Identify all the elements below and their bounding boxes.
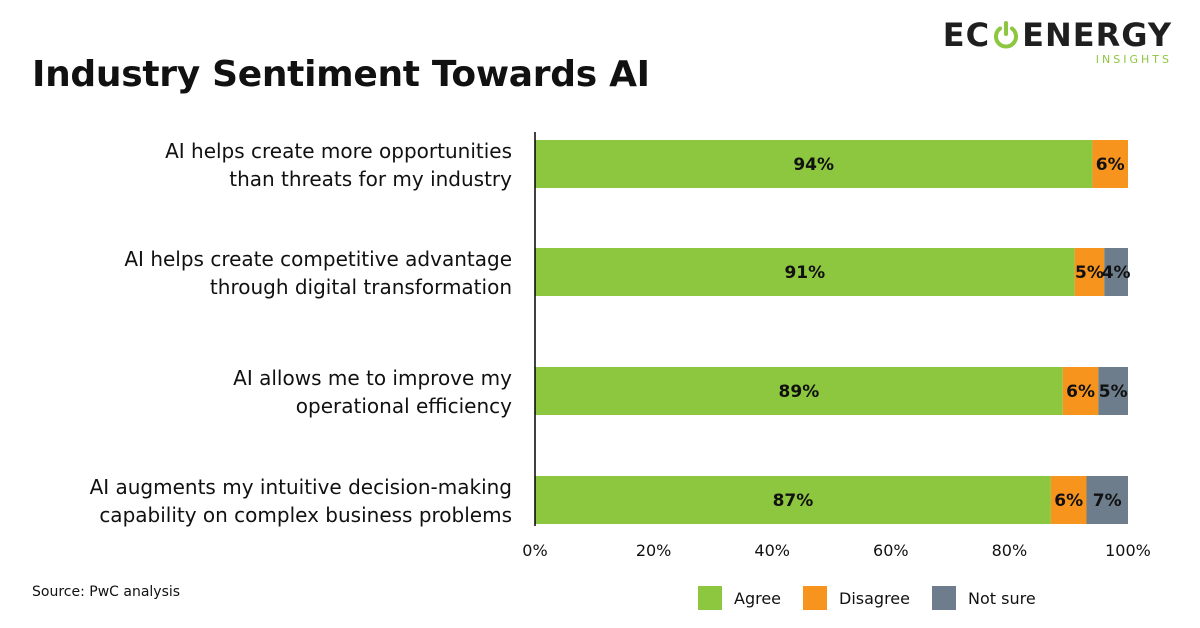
category-label-2: AI helps create competitive advantage thr…	[124, 247, 512, 299]
legend-swatch-not-sure	[932, 586, 956, 610]
data-label-agree-4: 87%	[773, 491, 814, 511]
power-icon	[994, 21, 1019, 49]
category-label-line: AI helps create competitive advantage	[124, 247, 512, 271]
legend-label-disagree: Disagree	[839, 588, 910, 608]
legend-item-agree: Agree	[698, 586, 781, 610]
bar-not-sure-3	[1098, 367, 1128, 415]
bar-disagree-3	[1062, 367, 1099, 415]
category-label-line: through digital transformation	[210, 275, 512, 299]
data-label-not-sure-4: 7%	[1093, 491, 1122, 511]
bar-disagree-1	[1092, 140, 1128, 188]
category-label-3: AI allows me to improve my operational ef…	[233, 366, 512, 418]
chart-title: Industry Sentiment Towards AI	[32, 54, 650, 95]
x-tick-label: 20%	[636, 541, 672, 560]
data-label-agree-1: 94%	[793, 155, 834, 175]
data-label-disagree-3: 6%	[1066, 382, 1095, 402]
bar-agree-4	[535, 476, 1051, 524]
data-label-disagree-1: 6%	[1096, 155, 1125, 175]
data-label-not-sure-2: 4%	[1102, 263, 1131, 283]
legend-label-not-sure: Not sure	[968, 588, 1036, 608]
x-tick-label: 0%	[522, 541, 547, 560]
x-tick-label: 40%	[754, 541, 790, 560]
bar-agree-1	[535, 140, 1093, 188]
legend-item-disagree: Disagree	[803, 586, 910, 610]
category-label-line: AI allows me to improve my	[233, 366, 512, 390]
data-label-agree-3: 89%	[779, 382, 820, 402]
x-tick-label: 80%	[992, 541, 1028, 560]
bar-disagree-2	[1074, 248, 1105, 296]
category-label-line: than threats for my industry	[229, 167, 512, 191]
bar-agree-2	[535, 248, 1075, 296]
category-label-line: AI helps create more opportunities	[165, 139, 512, 163]
category-label-1: AI helps create more opportunities than t…	[165, 139, 512, 191]
chart-legend: Agree Disagree Not sure	[698, 586, 1036, 610]
legend-label-agree: Agree	[734, 588, 782, 608]
data-label-agree-2: 91%	[784, 263, 825, 283]
data-label-disagree-4: 6%	[1054, 491, 1083, 511]
source-note: Source: PwC analysis	[32, 584, 181, 600]
category-label-line: AI augments my intuitive decision-making	[90, 475, 512, 499]
x-tick-label: 100%	[1105, 541, 1151, 560]
category-label-4: AI augments my intuitive decision-making…	[90, 475, 512, 527]
category-label-line: operational efficiency	[296, 394, 512, 418]
logo-text-right: ENERGY	[1022, 16, 1172, 54]
logo-wordmark: EC ENERGY	[943, 18, 1172, 52]
brand-logo: EC ENERGY INSIGHTS	[943, 18, 1172, 66]
bar-disagree-4	[1050, 476, 1087, 524]
logo-tagline: INSIGHTS	[1095, 53, 1172, 66]
logo-text-left: EC	[942, 16, 991, 54]
legend-item-not-sure: Not sure	[932, 586, 1036, 610]
x-tick-label: 60%	[873, 541, 909, 560]
category-label-line: capability on complex business problems	[99, 503, 512, 527]
data-label-not-sure-3: 5%	[1099, 382, 1128, 402]
legend-swatch-disagree	[803, 586, 828, 610]
data-label-disagree-2: 5%	[1075, 263, 1104, 283]
bar-not-sure-2	[1104, 248, 1128, 296]
legend-swatch-agree	[698, 586, 722, 610]
bar-not-sure-4	[1086, 476, 1128, 524]
bar-agree-3	[535, 367, 1063, 415]
